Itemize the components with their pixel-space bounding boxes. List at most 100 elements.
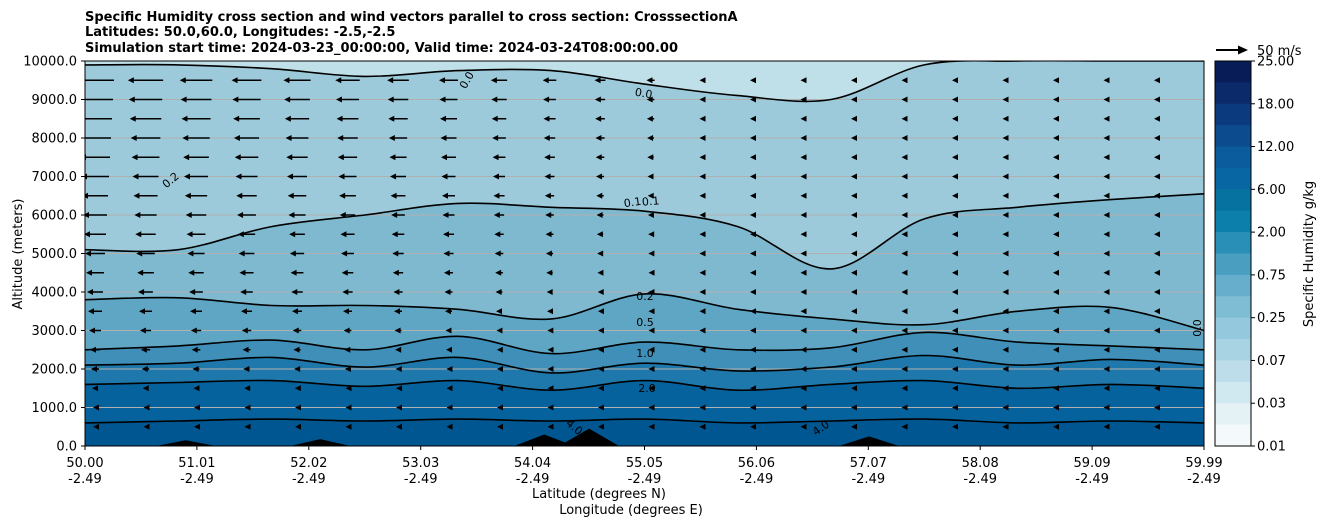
- wind-arrow-head: [851, 96, 857, 103]
- contour-0.1: [85, 193, 1204, 270]
- wind-arrow-head: [493, 173, 499, 180]
- wind-arrow-head: [901, 308, 908, 315]
- wind-arrow-head: [648, 366, 655, 372]
- colorbar-tick-label: 0.75: [1257, 268, 1286, 283]
- wind-arrow-head: [547, 423, 554, 430]
- wind-arrow-head: [1002, 423, 1009, 430]
- grid-lines: [85, 99, 1204, 408]
- wind-arrow-head: [901, 346, 908, 353]
- wind-arrow-head: [699, 404, 706, 411]
- band-4.0: [85, 419, 1204, 446]
- wind-arrow-head: [129, 115, 136, 122]
- contour-1.0: [85, 354, 1204, 374]
- colorbar-segment: [1215, 360, 1251, 383]
- wind-arrow-head: [90, 346, 96, 353]
- wind-arrow-head: [901, 385, 908, 392]
- wind-arrow-head: [443, 250, 450, 257]
- wind-arrow-head: [699, 154, 706, 161]
- colorbar-segment: [1215, 381, 1251, 404]
- wind-arrow-head: [184, 173, 190, 180]
- wind-arrow-head: [750, 423, 756, 430]
- wind-arrow-head: [446, 385, 453, 392]
- wind-arrow-head: [497, 423, 503, 430]
- wind-arrow-head: [182, 135, 189, 141]
- wind-arrow-head: [441, 173, 448, 180]
- wind-arrow-head: [901, 192, 908, 199]
- wind-arrow-head: [1205, 174, 1211, 180]
- wind-arrow-head: [598, 423, 604, 430]
- wind-arrow-head: [142, 385, 149, 392]
- wind-arrow-head: [1103, 115, 1110, 122]
- wind-arrow-head: [750, 231, 756, 238]
- wind-arrow-head: [237, 212, 244, 218]
- wind-arrow-head: [800, 154, 807, 161]
- wind-arrow-head: [187, 250, 194, 257]
- wind-arrow-head: [141, 366, 148, 372]
- wind-arrow-head: [1154, 346, 1160, 353]
- y-tick-label: 10000.0: [23, 55, 77, 70]
- wind-arrow-head: [1103, 192, 1110, 199]
- wind-arrow-head: [1154, 269, 1160, 276]
- wind-arrow-head: [392, 269, 399, 276]
- wind-arrow-head: [192, 366, 199, 372]
- y-tick-label: 2000.0: [32, 363, 78, 378]
- wind-arrow-head: [387, 96, 394, 103]
- wind-arrow-head: [1103, 269, 1110, 276]
- wind-arrow-head: [341, 269, 348, 276]
- contour-4.0: [85, 418, 1204, 424]
- wind-arrow-head: [190, 327, 197, 334]
- wind-arrow-head: [295, 423, 301, 430]
- wind-arrow-head: [137, 269, 144, 276]
- x-tick-label-lon: -2.49: [1075, 472, 1109, 487]
- wind-arrow-head: [293, 346, 300, 353]
- wind-arrow-head: [1154, 366, 1160, 372]
- wind-arrow-head: [496, 327, 503, 334]
- wind-arrow-head: [1103, 289, 1110, 295]
- wind-arrow-head: [1002, 212, 1009, 218]
- wind-arrow-head: [444, 289, 451, 295]
- wind-arrow-head: [439, 96, 446, 103]
- wind-arrow-head: [89, 327, 95, 334]
- wind-arrow-head: [1053, 423, 1059, 430]
- wind-arrow-head: [901, 212, 908, 218]
- wind-arrow-head: [1103, 231, 1110, 238]
- wind-arrow-head: [699, 77, 706, 84]
- wind-arrow-head: [800, 385, 807, 392]
- wind-arrow-head: [1053, 231, 1059, 238]
- wind-arrow-head: [1154, 77, 1160, 84]
- colorbar-segment: [1215, 210, 1251, 233]
- wind-arrow-head: [699, 96, 706, 103]
- wind-arrow-head: [1053, 250, 1059, 257]
- x-tick-label-lat: 50.00: [66, 456, 103, 471]
- wind-arrow-head: [244, 423, 251, 430]
- wind-arrow-head: [851, 154, 857, 161]
- wind-arrow-head: [1205, 366, 1211, 372]
- y-tick-label: 6000.0: [32, 209, 78, 224]
- wind-arrow-head: [1053, 192, 1059, 199]
- quiver-key-label: 50 m/s: [1257, 44, 1302, 59]
- wind-arrow-head: [188, 269, 195, 276]
- wind-arrow-head: [1205, 251, 1211, 257]
- wind-arrow-head: [647, 173, 654, 180]
- wind-arrow-head: [336, 115, 343, 122]
- x-tick-label-lon: -2.49: [628, 472, 662, 487]
- contour-0.2: [85, 293, 1204, 332]
- wind-arrow-head: [288, 212, 295, 218]
- colorbar-segment: [1215, 317, 1251, 340]
- wind-arrow-head: [851, 404, 857, 411]
- wind-arrow-head: [1053, 385, 1059, 392]
- wind-arrow-head: [597, 269, 604, 276]
- contour-label: 0.2: [636, 290, 654, 303]
- wind-arrow-head: [800, 250, 807, 257]
- wind-arrow-head: [598, 366, 604, 372]
- colorbar-tick-label: 0.25: [1257, 311, 1286, 326]
- wind-arrow-head: [750, 404, 756, 411]
- wind-arrow-head: [345, 385, 352, 392]
- wind-arrow-head: [952, 231, 958, 238]
- wind-arrow-head: [1154, 192, 1160, 199]
- x-tick-label-lat: 52.02: [290, 456, 327, 471]
- wind-arrow-head: [952, 366, 958, 372]
- wind-arrow-head: [595, 154, 602, 161]
- wind-arrow-head: [241, 327, 248, 334]
- wind-arrow-head: [699, 231, 706, 238]
